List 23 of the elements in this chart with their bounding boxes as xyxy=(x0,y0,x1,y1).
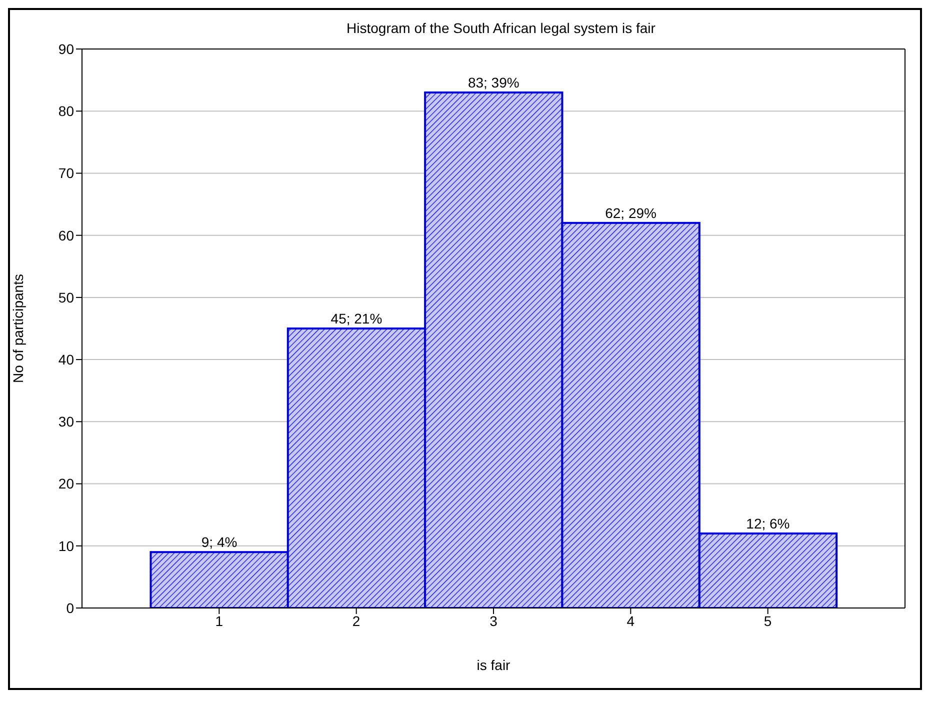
x-tick-label: 1 xyxy=(215,612,224,629)
y-tick-label: 60 xyxy=(58,227,74,244)
y-tick-label: 30 xyxy=(58,414,74,430)
data-label: 83; 39% xyxy=(468,74,520,90)
data-label: 9; 4% xyxy=(201,534,238,550)
y-tick-label: 40 xyxy=(58,352,74,368)
y-tick-label: 20 xyxy=(58,476,74,492)
data-label: 45; 21% xyxy=(330,310,382,326)
x-tick-label: 2 xyxy=(352,612,360,629)
x-tick-label: 5 xyxy=(764,612,772,629)
x-axis-title: is fair xyxy=(476,657,511,673)
y-axis-title: No of participants xyxy=(10,274,26,383)
y-tick-label: 70 xyxy=(58,165,74,182)
x-tick-label: 3 xyxy=(490,612,498,629)
data-label: 62; 29% xyxy=(605,204,656,221)
chart-title: Histogram of the South African legal system is fair xyxy=(346,19,656,38)
y-tick-label: 0 xyxy=(66,600,74,616)
x-tick-label: 4 xyxy=(626,612,635,629)
y-tick-label: 80 xyxy=(58,103,74,120)
y-tick-label: 90 xyxy=(58,40,74,57)
data-label: 12; 6% xyxy=(746,515,790,532)
y-tick-label: 50 xyxy=(58,289,74,306)
y-tick-label: 10 xyxy=(58,538,74,554)
